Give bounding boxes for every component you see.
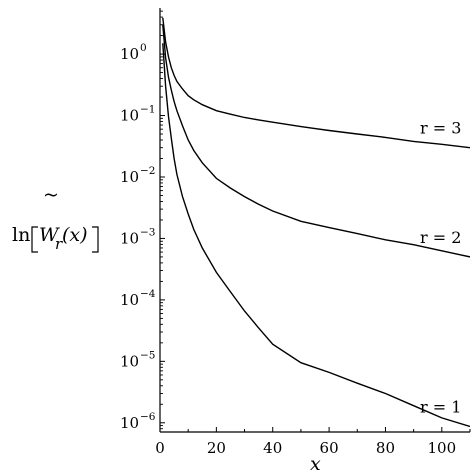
x-tick-label: 40: [263, 439, 282, 457]
curves-layer: [162, 17, 470, 428]
y-tick-exponent: −4: [140, 288, 156, 300]
y-axis-title-left-bracket: [31, 226, 38, 253]
y-tick-label: 10: [120, 107, 139, 125]
y-axis-title-tilde: ~: [43, 184, 59, 206]
x-tick-label: 60: [320, 439, 339, 457]
y-tick-label: 10: [120, 229, 139, 247]
series-line: [162, 24, 470, 258]
y-axis-title: ln ~ W r (x): [12, 184, 99, 253]
y-axis-title-arg: (x): [62, 224, 88, 246]
y-axis-title-fn: ln: [12, 224, 30, 246]
y-tick-label: 10: [120, 45, 139, 63]
curve-labels-layer: r = 1 r = 2 r = 3: [420, 119, 461, 417]
series-label: r = 1: [420, 397, 461, 416]
y-axis-title-var: W: [39, 224, 60, 246]
y-tick-exponent: 0: [140, 42, 147, 54]
y-tick-label: 10: [120, 352, 139, 370]
y-tick-exponent: −3: [140, 226, 155, 238]
y-tick-exponent: −5: [140, 349, 155, 361]
y-tick-exponent: −1: [140, 104, 155, 116]
x-tick-label: 0: [155, 439, 165, 457]
y-tick-exponent: −2: [140, 165, 155, 177]
series-label: r = 3: [420, 119, 461, 138]
y-axis-title-right-bracket: [92, 226, 99, 253]
x-tick-label: 100: [427, 439, 456, 457]
series-line: [162, 17, 470, 149]
y-tick-label: 10: [120, 291, 139, 309]
y-tick-label: 10: [120, 168, 139, 186]
series-line: [162, 43, 470, 428]
x-axis-title: x: [310, 453, 321, 474]
x-tick-label: 20: [207, 439, 226, 457]
y-tick-label: 10: [120, 414, 139, 432]
y-axis-title-sub: r: [55, 235, 63, 253]
x-tick-label: 80: [376, 439, 395, 457]
series-label: r = 2: [420, 228, 461, 247]
y-tick-exponent: −6: [140, 411, 156, 423]
